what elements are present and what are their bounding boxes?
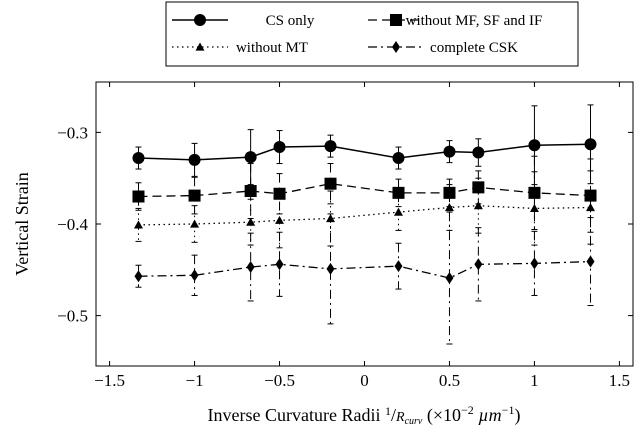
axes: −1.5 −1 −0.5 0 0.5 1 1.5 −0.5 −0.4 −0.3 xyxy=(57,81,634,390)
legend-marker xyxy=(194,14,206,26)
legend-entry-0: CS only xyxy=(172,13,315,29)
x-tick-label: 0 xyxy=(360,371,369,390)
x-tick-label: −1 xyxy=(186,371,204,390)
legend-box xyxy=(165,1,579,67)
x-tick-label: −0.5 xyxy=(264,371,295,390)
data-point xyxy=(445,272,454,285)
data-point xyxy=(586,203,596,212)
data-point xyxy=(324,177,337,190)
y-tick-label: −0.5 xyxy=(57,307,88,326)
legend-label: without MF, SF and IF xyxy=(406,13,543,29)
x-axis-label-exp1: −2 xyxy=(461,403,474,417)
x-tick-label: 1.5 xyxy=(609,371,630,390)
x-axis-label-main: Inverse Curvature Radii xyxy=(208,405,385,425)
series-1 xyxy=(132,155,597,233)
legend-marker xyxy=(390,14,402,26)
series-line xyxy=(138,260,591,279)
data-point xyxy=(392,186,405,199)
y-tick-label: −0.3 xyxy=(57,123,88,142)
y-axis-label: Vertical Strain xyxy=(12,172,32,275)
data-point xyxy=(246,217,256,226)
data-point xyxy=(244,185,257,198)
data-point xyxy=(132,190,145,203)
legend-entry-1: without MF, SF and IF xyxy=(368,13,542,29)
legend-entry-2: without MT xyxy=(172,40,308,56)
series-2 xyxy=(133,170,596,249)
x-tick-label: −1.5 xyxy=(94,371,125,390)
x-axis-label-unit-close: ) xyxy=(514,405,520,426)
data-point xyxy=(584,138,597,151)
data-point xyxy=(132,152,145,165)
data-point xyxy=(190,269,199,282)
data-point xyxy=(394,260,403,273)
plot-frame xyxy=(95,81,634,367)
data-point xyxy=(190,219,200,228)
legend-entry-3: complete CSK xyxy=(368,40,518,56)
legend-label: CS only xyxy=(266,13,315,29)
series-line xyxy=(138,205,591,226)
data-point xyxy=(273,141,286,154)
data-point xyxy=(584,189,597,202)
data-point xyxy=(134,270,143,283)
x-axis-label-den: R xyxy=(395,410,405,425)
data-point xyxy=(392,152,405,165)
data-point xyxy=(188,153,201,166)
data-point xyxy=(530,257,539,270)
data-point xyxy=(472,181,485,194)
legend-label: without MT xyxy=(236,40,308,56)
data-point xyxy=(275,215,285,224)
data-point xyxy=(443,186,456,199)
legend-marker xyxy=(195,42,205,51)
data-point xyxy=(324,140,337,153)
data-point xyxy=(528,139,541,152)
x-axis-label-unit-mid: µm xyxy=(474,405,502,425)
x-axis-label-num: 1 xyxy=(385,404,391,418)
data-point xyxy=(474,258,483,271)
x-axis-label-den-sub: curv xyxy=(405,416,423,427)
data-point xyxy=(246,261,255,274)
data-point xyxy=(188,189,201,202)
x-axis-label-exp2: −1 xyxy=(502,403,515,417)
data-point xyxy=(473,201,483,210)
data-point xyxy=(275,258,284,271)
data-point xyxy=(393,207,403,216)
legend-marker xyxy=(392,41,400,53)
data-point xyxy=(529,203,539,213)
data-point xyxy=(586,255,595,268)
series-line xyxy=(138,143,591,161)
data-point xyxy=(443,145,456,158)
data-point xyxy=(133,220,143,229)
x-tick-label: 0.5 xyxy=(439,371,460,390)
x-axis-label: Inverse Curvature Radii 1/Rcurv (×10−2 µ… xyxy=(208,403,521,427)
data-point xyxy=(444,203,454,212)
x-tick-label: 1 xyxy=(530,371,539,390)
data-point xyxy=(326,262,335,275)
series-0 xyxy=(132,104,597,186)
plot-series xyxy=(132,104,597,345)
legend-label: complete CSK xyxy=(430,40,518,56)
x-axis-label-unit-open: (×10 xyxy=(422,405,461,426)
series-line xyxy=(138,183,591,198)
data-point xyxy=(472,146,485,159)
series-3 xyxy=(134,211,595,345)
data-point xyxy=(244,151,257,164)
y-tick-label: −0.4 xyxy=(57,215,88,234)
legend: CS only without MF, SF and IF without MT co… xyxy=(165,1,579,67)
